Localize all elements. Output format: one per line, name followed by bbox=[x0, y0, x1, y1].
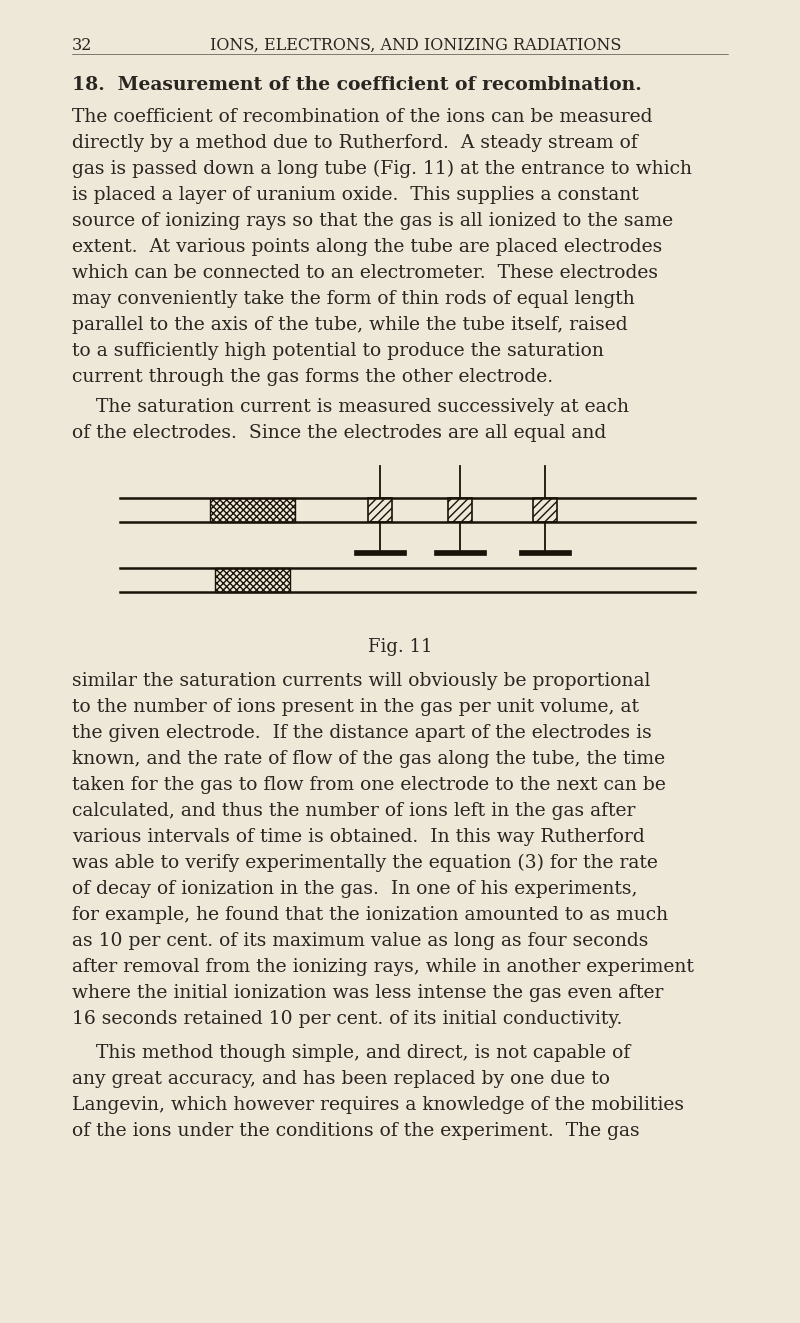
Text: where the initial ionization was less intense the gas even after: where the initial ionization was less in… bbox=[72, 984, 663, 1002]
Text: the given electrode.  If the distance apart of the electrodes is: the given electrode. If the distance apa… bbox=[72, 724, 652, 742]
Text: parallel to the axis of the tube, while the tube itself, raised: parallel to the axis of the tube, while … bbox=[72, 316, 628, 333]
Text: various intervals of time is obtained.  In this way Rutherford: various intervals of time is obtained. I… bbox=[72, 828, 645, 845]
Text: was able to verify experimentally the equation (3) for the rate: was able to verify experimentally the eq… bbox=[72, 855, 658, 872]
Text: which can be connected to an electrometer.  These electrodes: which can be connected to an electromete… bbox=[72, 265, 658, 282]
Text: after removal from the ionizing rays, while in another experiment: after removal from the ionizing rays, wh… bbox=[72, 958, 694, 976]
Text: directly by a method due to Rutherford.  A steady stream of: directly by a method due to Rutherford. … bbox=[72, 134, 638, 152]
Text: to the number of ions present in the gas per unit volume, at: to the number of ions present in the gas… bbox=[72, 699, 639, 716]
Bar bbox=[354, 550, 406, 556]
Bar bbox=[215, 568, 290, 591]
Text: 32: 32 bbox=[72, 37, 92, 54]
Bar bbox=[533, 497, 557, 523]
Text: IONS, ELECTRONS, AND IONIZING RADIATIONS: IONS, ELECTRONS, AND IONIZING RADIATIONS bbox=[210, 37, 622, 54]
Text: as 10 per cent. of its maximum value as long as four seconds: as 10 per cent. of its maximum value as … bbox=[72, 931, 648, 950]
Text: any great accuracy, and has been replaced by one due to: any great accuracy, and has been replace… bbox=[72, 1070, 610, 1088]
Text: similar the saturation currents will obviously be proportional: similar the saturation currents will obv… bbox=[72, 672, 650, 691]
Text: extent.  At various points along the tube are placed electrodes: extent. At various points along the tube… bbox=[72, 238, 662, 255]
Text: Fig. 11: Fig. 11 bbox=[368, 638, 432, 656]
Text: of decay of ionization in the gas.  In one of his experiments,: of decay of ionization in the gas. In on… bbox=[72, 880, 638, 898]
Bar bbox=[434, 550, 486, 556]
Text: 18.  Measurement of the coefficient of recombination.: 18. Measurement of the coefficient of re… bbox=[72, 75, 642, 94]
Text: is placed a layer of uranium oxide.  This supplies a constant: is placed a layer of uranium oxide. This… bbox=[72, 187, 638, 204]
Text: of the ions under the conditions of the experiment.  The gas: of the ions under the conditions of the … bbox=[72, 1122, 640, 1140]
Text: calculated, and thus the number of ions left in the gas after: calculated, and thus the number of ions … bbox=[72, 802, 635, 820]
Text: of the electrodes.  Since the electrodes are all equal and: of the electrodes. Since the electrodes … bbox=[72, 423, 606, 442]
Text: The coefficient of recombination of the ions can be measured: The coefficient of recombination of the … bbox=[72, 108, 653, 126]
Bar bbox=[210, 497, 295, 523]
Text: known, and the rate of flow of the gas along the tube, the time: known, and the rate of flow of the gas a… bbox=[72, 750, 665, 767]
Text: for example, he found that the ionization amounted to as much: for example, he found that the ionizatio… bbox=[72, 906, 668, 923]
Text: may conveniently take the form of thin rods of equal length: may conveniently take the form of thin r… bbox=[72, 290, 634, 308]
Text: taken for the gas to flow from one electrode to the next can be: taken for the gas to flow from one elect… bbox=[72, 777, 666, 794]
Text: to a sufficiently high potential to produce the saturation: to a sufficiently high potential to prod… bbox=[72, 343, 604, 360]
Bar bbox=[519, 550, 571, 556]
Bar bbox=[448, 497, 472, 523]
Text: The saturation current is measured successively at each: The saturation current is measured succe… bbox=[72, 398, 629, 415]
Text: 16 seconds retained 10 per cent. of its initial conductivity.: 16 seconds retained 10 per cent. of its … bbox=[72, 1009, 622, 1028]
Text: This method though simple, and direct, is not capable of: This method though simple, and direct, i… bbox=[72, 1044, 630, 1062]
Text: current through the gas forms the other electrode.: current through the gas forms the other … bbox=[72, 368, 553, 386]
Bar bbox=[368, 497, 392, 523]
Text: source of ionizing rays so that the gas is all ionized to the same: source of ionizing rays so that the gas … bbox=[72, 212, 673, 230]
Text: Langevin, which however requires a knowledge of the mobilities: Langevin, which however requires a knowl… bbox=[72, 1095, 684, 1114]
Text: gas is passed down a long tube (Fig. 11) at the entrance to which: gas is passed down a long tube (Fig. 11)… bbox=[72, 160, 692, 179]
